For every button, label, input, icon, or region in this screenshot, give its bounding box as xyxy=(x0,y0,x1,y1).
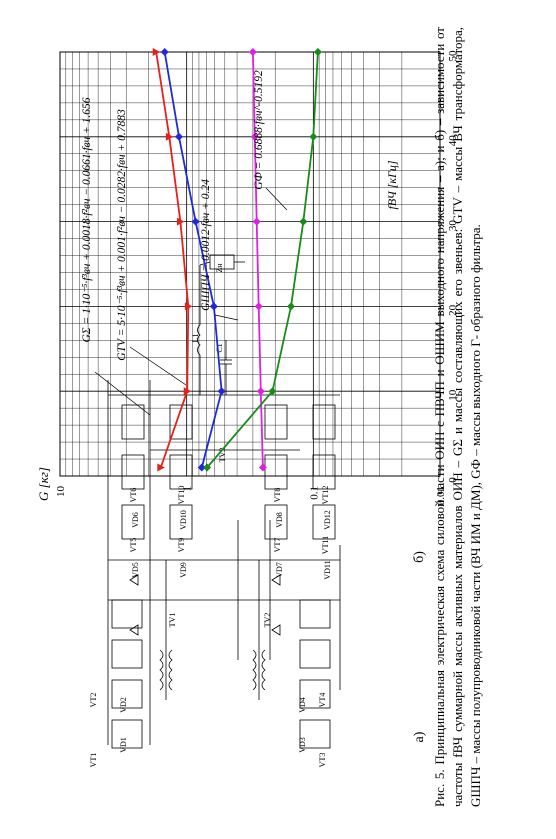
data-point-gф xyxy=(203,463,212,472)
data-point-g xyxy=(152,48,161,56)
data-point-gtv xyxy=(191,217,200,226)
annotation-leaders xyxy=(94,187,288,416)
figure-caption: Рис. 5. Принципиальная электрическая схе… xyxy=(432,27,483,807)
circuit-label: VT1 xyxy=(89,753,98,768)
data-point-gtv xyxy=(197,463,206,472)
data-point-gшпч xyxy=(248,48,257,56)
data-point-gф xyxy=(299,217,308,226)
circuit-label: VD3 xyxy=(298,737,307,753)
circuit-label: VD5 xyxy=(131,562,140,578)
x-tick-label: 0 xyxy=(447,477,459,483)
circuit-label: VT8 xyxy=(273,488,282,503)
figure-caption-wrapper: Рис. 5. Принципиальная электрическая схе… xyxy=(71,27,485,807)
circuit-label: VT7 xyxy=(273,538,282,553)
equation-g-tv: GTV = 5·10⁻⁵·f³вч + 0.001·f²вч − 0.0282·… xyxy=(116,109,128,361)
series-line-g xyxy=(155,51,190,468)
circuit-label: TV3 xyxy=(218,448,227,463)
circuit-label: VD8 xyxy=(275,512,284,528)
y-axis-label: G [кг] xyxy=(36,467,51,501)
data-point-gшпч xyxy=(254,302,263,311)
y-tick-label: 10 xyxy=(55,486,67,498)
data-point-g xyxy=(183,387,192,396)
circuit-label: L1 xyxy=(191,334,200,343)
data-point-g xyxy=(176,217,185,226)
chart-ticks: 0.01 0.1 1 10 0 10 20 30 40 50 xyxy=(55,50,459,505)
circuit-label: VD4 xyxy=(298,697,307,713)
circuit-label: VT12 xyxy=(321,486,330,505)
data-point-gшпч xyxy=(250,132,259,141)
data-point-gф xyxy=(309,132,318,141)
subfigure-label-a: а) xyxy=(412,731,427,742)
circuit-label: VT10 xyxy=(177,486,186,505)
circuit-label: VT11 xyxy=(321,536,330,554)
data-point-gф xyxy=(287,302,296,311)
data-point-g xyxy=(157,463,165,472)
circuit-labels: VT1 VT2 VT3 VT4 VD1 VD2 VD3 VD4 TV1 TV2 TV3 VT5 VT6 V… xyxy=(89,263,332,768)
circuit-label: VT9 xyxy=(177,538,186,553)
circuit-label: VD12 xyxy=(323,510,332,530)
data-point-g xyxy=(184,302,193,311)
subfigure-label-b: б) xyxy=(412,551,427,563)
circuit-label: TV1 xyxy=(168,613,177,628)
x-tick-label: 20 xyxy=(447,304,459,316)
circuit-label: VD1 xyxy=(119,737,128,753)
y-tick-label: 0.1 xyxy=(308,486,320,500)
circuit-label: VD6 xyxy=(131,512,140,528)
x-tick-label: 50 xyxy=(447,50,459,62)
x-tick-label: 10 xyxy=(447,389,459,401)
chart-series xyxy=(152,48,322,472)
circuit-schematic xyxy=(107,254,341,749)
data-point-gtv xyxy=(209,302,218,311)
chart-grid xyxy=(60,52,440,476)
x-axis-label: fВЧ [кГц] xyxy=(385,160,399,209)
circuit-label: VD11 xyxy=(323,560,332,579)
circuit-label: VT6 xyxy=(129,488,138,503)
x-tick-label: 40 xyxy=(447,135,459,147)
circuit-label: VT2 xyxy=(89,693,98,708)
equation-g-f: GФ = 0.6888·fвч^-0.5192 xyxy=(253,70,265,190)
x-tick-label: 30 xyxy=(447,220,459,232)
circuit-label: TV2 xyxy=(263,613,272,628)
y-tick-label: 0.01 xyxy=(435,486,447,505)
series-line-gф xyxy=(206,51,319,469)
equation-g-shpch: GШПЧ = 0.0012·fвч + 0.24 xyxy=(200,179,212,311)
circuit-label: C1 xyxy=(215,343,224,352)
circuit-label: VT5 xyxy=(129,538,138,553)
data-point-gф xyxy=(313,48,322,56)
data-point-gшпч xyxy=(256,387,265,396)
data-point-gф xyxy=(268,387,277,396)
circuit-label: VD7 xyxy=(275,562,284,578)
data-point-gшпч xyxy=(252,217,261,226)
data-point-gtv xyxy=(217,387,226,396)
y-tick-label: 1 xyxy=(182,486,194,492)
equation-g-sigma: GΣ = 1·10⁻⁵·f³вч + 0.0018·f²вч − 0.0661·… xyxy=(81,97,93,342)
data-point-g xyxy=(165,132,174,141)
circuit-label: VD9 xyxy=(179,562,188,578)
data-point-gtv xyxy=(174,132,183,141)
series-line-gtv xyxy=(163,51,223,468)
circuit-label: VT3 xyxy=(318,753,327,768)
circuit-label: VD10 xyxy=(179,510,188,530)
data-point-gшпч xyxy=(258,463,267,472)
circuit-label: VD2 xyxy=(119,697,128,713)
circuit-label: Zн xyxy=(215,263,224,273)
data-point-gtv xyxy=(160,48,169,56)
circuit-label: VT4 xyxy=(318,693,327,708)
